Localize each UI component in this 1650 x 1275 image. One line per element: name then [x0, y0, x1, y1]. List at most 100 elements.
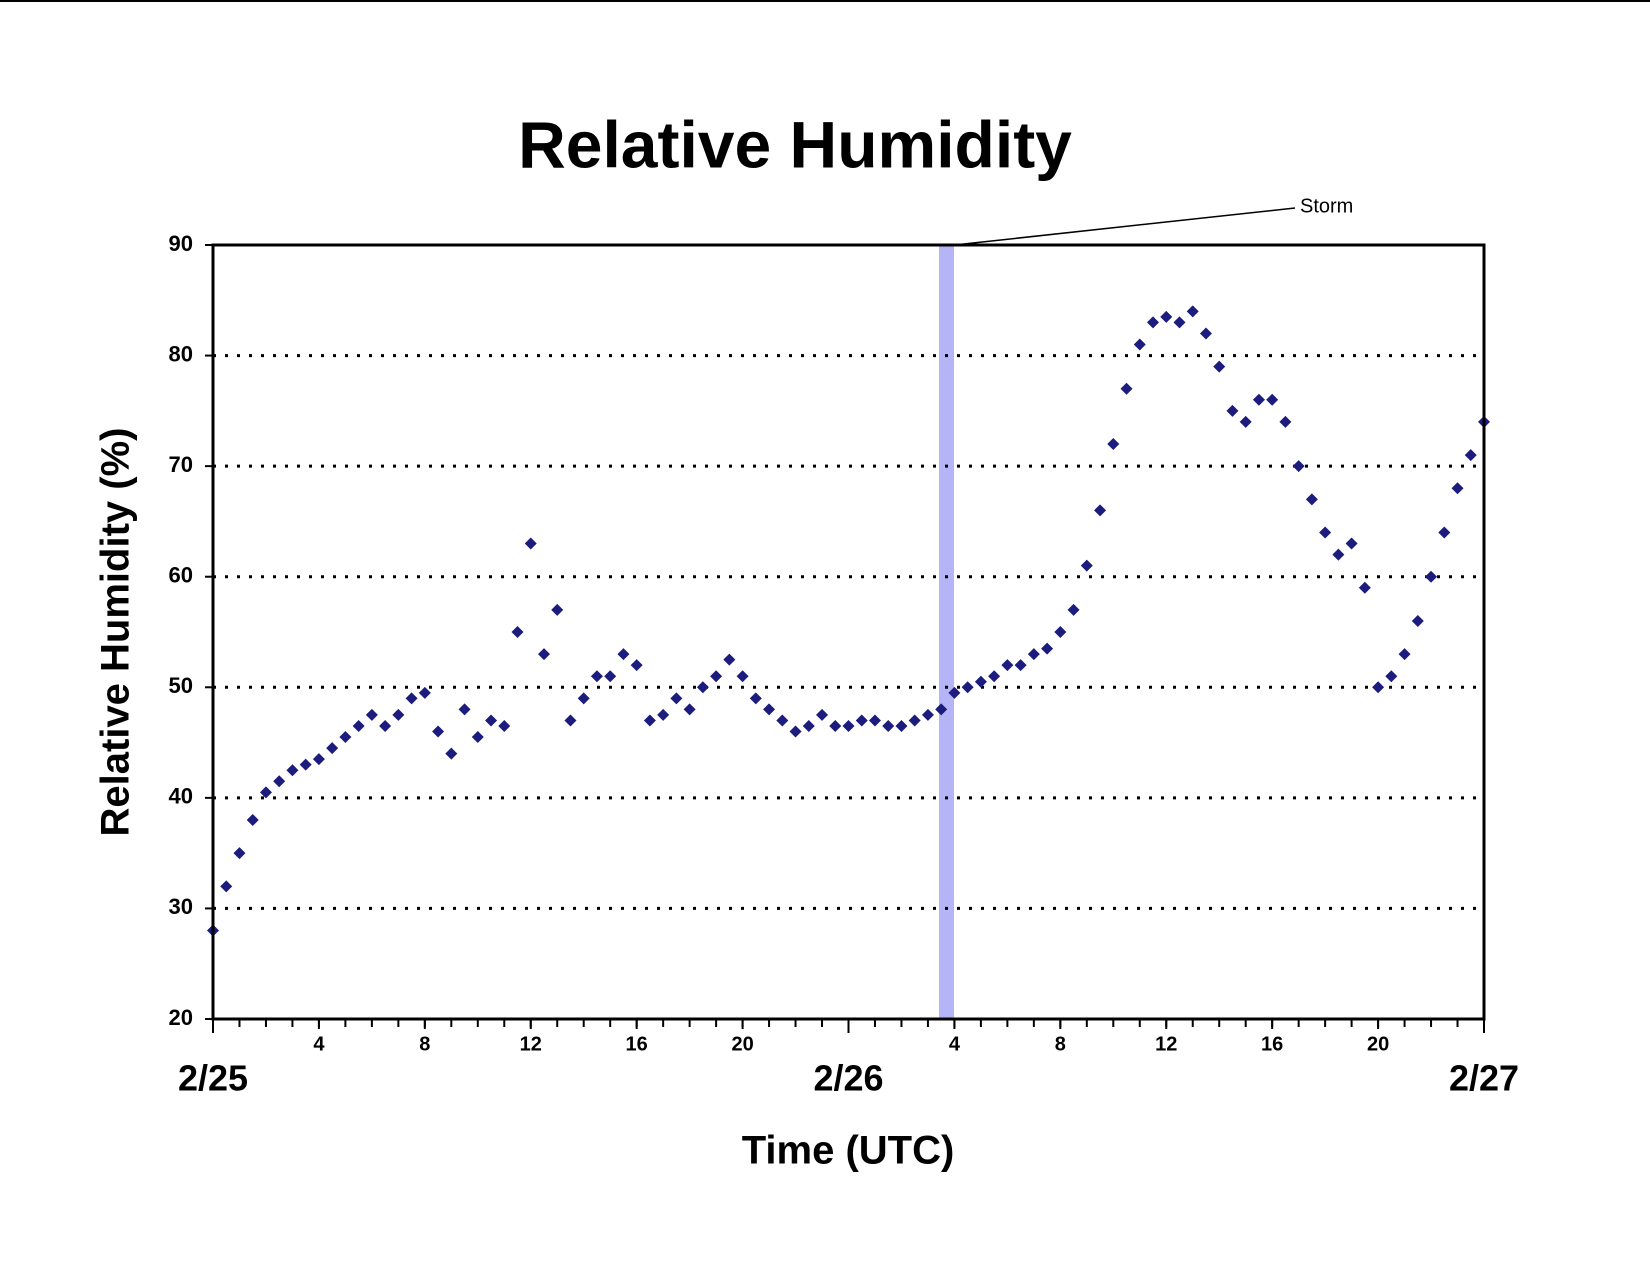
data-point — [551, 603, 564, 616]
x-tick-label: 20 — [731, 1033, 753, 1055]
data-point — [365, 708, 378, 721]
data-point — [1094, 504, 1107, 517]
data-point — [1305, 493, 1318, 506]
data-point — [1173, 316, 1186, 329]
x-tick-label: 12 — [520, 1033, 542, 1055]
data-point — [1014, 659, 1027, 672]
data-point — [537, 648, 550, 661]
data-point — [630, 659, 643, 672]
data-point — [1372, 681, 1385, 694]
data-point — [868, 714, 881, 727]
data-point — [604, 670, 617, 683]
data-point — [1358, 581, 1371, 594]
data-point — [1147, 316, 1160, 329]
data-point — [392, 708, 405, 721]
date-label: 2/27 — [1449, 1058, 1519, 1099]
y-tick-label: 30 — [169, 894, 193, 919]
data-point — [1080, 559, 1093, 572]
data-point — [1001, 659, 1014, 672]
data-point — [233, 847, 246, 860]
data-point — [1199, 327, 1212, 340]
x-tick-label: 12 — [1155, 1033, 1177, 1055]
x-tick-label: 4 — [313, 1033, 325, 1055]
data-point — [961, 681, 974, 694]
data-point — [974, 675, 987, 688]
x-axis-title: Time (UTC) — [742, 1129, 955, 1173]
data-point — [458, 703, 471, 716]
data-point — [908, 714, 921, 727]
data-point — [352, 719, 365, 732]
data-point — [1027, 648, 1040, 661]
x-tick-label: 8 — [1055, 1033, 1066, 1055]
data-point — [1319, 526, 1332, 539]
data-point — [1451, 482, 1464, 495]
data-point — [246, 813, 259, 826]
data-point — [299, 758, 312, 771]
data-point — [895, 719, 908, 732]
data-point — [524, 537, 537, 550]
data-point — [617, 648, 630, 661]
data-point — [273, 775, 286, 788]
data-point — [1041, 642, 1054, 655]
data-point — [1226, 404, 1239, 417]
data-point — [1120, 382, 1133, 395]
data-point — [312, 753, 325, 766]
y-tick-label: 70 — [169, 452, 193, 477]
data-point — [1438, 526, 1451, 539]
data-point — [1345, 537, 1358, 550]
y-tick-label: 60 — [169, 563, 193, 588]
y-tick-label: 50 — [169, 673, 193, 698]
data-point — [948, 686, 961, 699]
data-point — [1186, 305, 1199, 318]
x-tick-label: 8 — [419, 1033, 430, 1055]
x-tick-label: 4 — [949, 1033, 961, 1055]
data-point — [763, 703, 776, 716]
data-point — [259, 786, 272, 799]
data-point — [1411, 614, 1424, 627]
data-point — [577, 692, 590, 705]
data-point — [564, 714, 577, 727]
data-point — [1239, 415, 1252, 428]
data-point — [776, 714, 789, 727]
y-tick-label: 20 — [169, 1005, 193, 1030]
data-point — [1385, 670, 1398, 683]
data-point — [418, 686, 431, 699]
data-point — [710, 670, 723, 683]
date-label: 2/25 — [178, 1058, 248, 1099]
data-point — [471, 731, 484, 744]
data-point — [432, 725, 445, 738]
data-point — [379, 719, 392, 732]
y-axis-title: Relative Humidity (%) — [94, 428, 138, 837]
data-point — [855, 714, 868, 727]
data-point — [1252, 393, 1265, 406]
data-point — [1332, 548, 1345, 561]
data-point — [326, 742, 339, 755]
x-tick-label: 20 — [1367, 1033, 1389, 1055]
data-point — [220, 880, 233, 893]
data-point — [657, 708, 670, 721]
y-tick-label: 90 — [169, 231, 193, 256]
date-label: 2/26 — [813, 1058, 883, 1099]
data-point — [882, 719, 895, 732]
plot-frame — [211, 243, 1486, 1021]
y-tick-label: 80 — [169, 341, 193, 366]
data-point — [1279, 415, 1292, 428]
data-point — [1107, 438, 1120, 451]
data-point — [736, 670, 749, 683]
data-point — [935, 703, 948, 716]
data-point — [1213, 360, 1226, 373]
data-point — [723, 653, 736, 666]
data-point — [498, 719, 511, 732]
data-point — [670, 692, 683, 705]
storm-band — [938, 245, 954, 1019]
data-point — [405, 692, 418, 705]
data-point — [921, 708, 934, 721]
data-point — [816, 708, 829, 721]
data-point — [789, 725, 802, 738]
data-point — [339, 731, 352, 744]
data-point — [1425, 570, 1438, 583]
data-point — [1464, 449, 1477, 462]
data-point — [696, 681, 709, 694]
data-point — [1398, 648, 1411, 661]
chart-title: Relative Humidity — [518, 107, 1072, 181]
